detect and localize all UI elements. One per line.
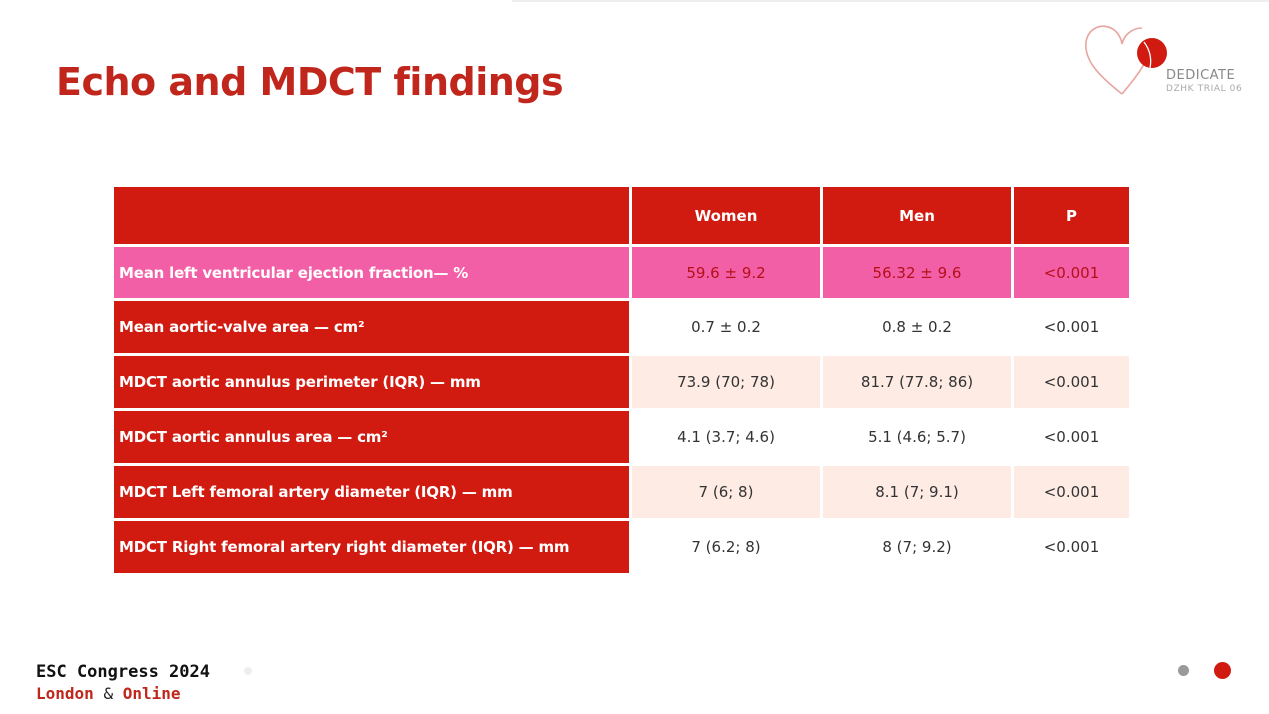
women-value: 7 (6; 8) [632,466,820,518]
logo-subtitle: DZHK TRIAL 06 [1166,84,1243,94]
row-label: Mean left ventricular ejection fraction—… [114,247,629,298]
men-value: 8.1 (7; 9.1) [823,466,1011,518]
slide-title: Echo and MDCT findings [56,60,564,104]
header-p: P [1014,187,1129,244]
men-value: 5.1 (4.6; 5.7) [823,411,1011,463]
women-value: 59.6 ± 9.2 [632,247,820,298]
top-divider [512,0,1269,2]
men-value: 56.32 ± 9.6 [823,247,1011,298]
congress-name: ESC Congress 2024 [36,662,210,682]
header-women: Women [632,187,820,244]
findings-table: Women Men P Mean left ventricular ejecti… [114,187,1129,573]
header-empty [114,187,629,244]
dedicate-logo: DEDICATE DZHK TRIAL 06 [1080,20,1250,100]
location-city: London [36,684,94,703]
header-men: Men [823,187,1011,244]
footer-dot-icon [244,667,252,675]
logo-name: DEDICATE [1166,68,1236,83]
grey-dot-icon[interactable] [1178,665,1189,676]
p-value: <0.001 [1014,466,1129,518]
location-amp: & [103,684,114,703]
location-online: Online [122,684,181,703]
men-value: 81.7 (77.8; 86) [823,356,1011,408]
p-value: <0.001 [1014,521,1129,573]
row-label: MDCT aortic annulus area — cm² [114,411,629,463]
row-label: MDCT aortic annulus perimeter (IQR) — mm [114,356,629,408]
red-dot-icon[interactable] [1214,662,1231,679]
p-value: <0.001 [1014,356,1129,408]
women-value: 7 (6.2; 8) [632,521,820,573]
p-value: <0.001 [1014,301,1129,353]
women-value: 0.7 ± 0.2 [632,301,820,353]
p-value: <0.001 [1014,411,1129,463]
women-value: 4.1 (3.7; 4.6) [632,411,820,463]
men-value: 8 (7; 9.2) [823,521,1011,573]
heart-logo-icon [1085,25,1167,95]
congress-location: London & Online [36,684,181,703]
row-label: Mean aortic-valve area — cm² [114,301,629,353]
p-value: <0.001 [1014,247,1129,298]
women-value: 73.9 (70; 78) [632,356,820,408]
row-label: MDCT Left femoral artery diameter (IQR) … [114,466,629,518]
men-value: 0.8 ± 0.2 [823,301,1011,353]
row-label: MDCT Right femoral artery right diameter… [114,521,629,573]
